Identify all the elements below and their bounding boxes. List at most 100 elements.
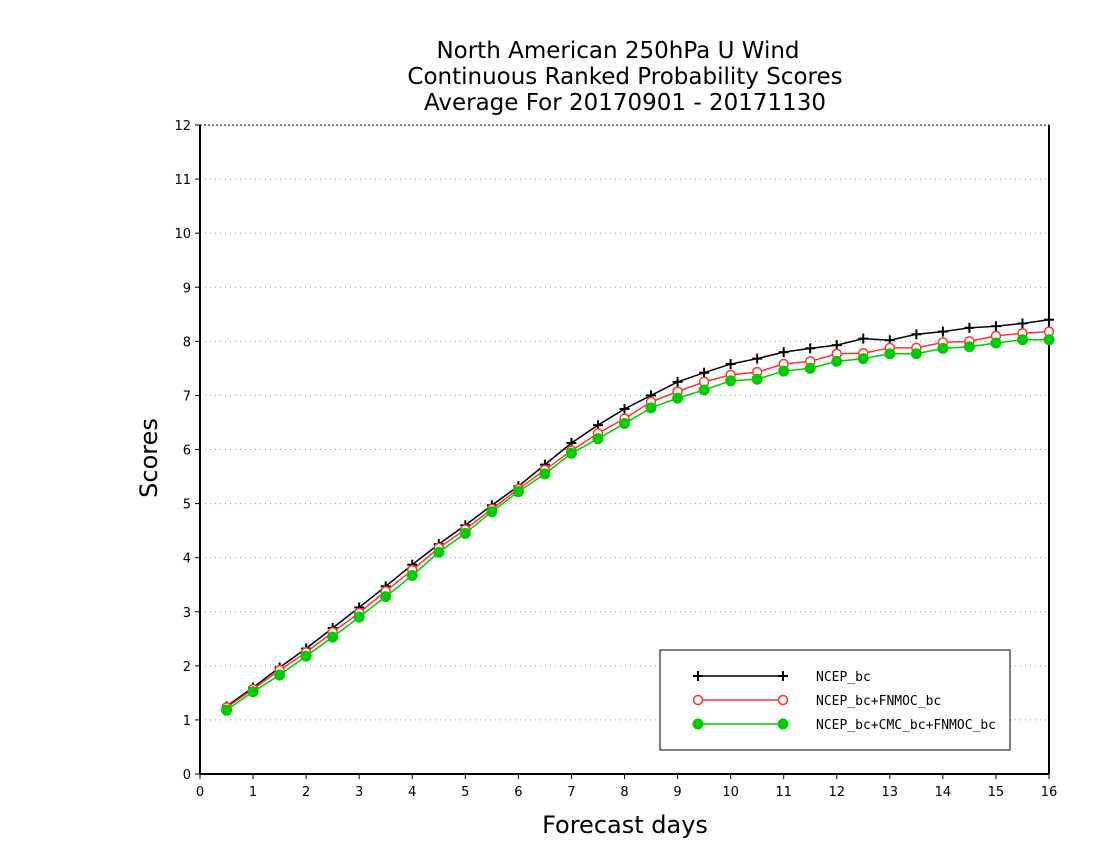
y-tick-label: 10 bbox=[174, 227, 191, 242]
data-point bbox=[592, 433, 604, 445]
x-tick-label: 11 bbox=[775, 785, 792, 800]
data-point bbox=[380, 591, 392, 603]
legend-marker bbox=[692, 694, 704, 706]
data-point bbox=[778, 347, 789, 358]
data-point bbox=[1016, 334, 1028, 346]
x-tick-label: 5 bbox=[461, 785, 469, 800]
data-point bbox=[884, 348, 896, 360]
y-tick-label: 1 bbox=[183, 714, 191, 729]
x-tick-label: 8 bbox=[620, 785, 628, 800]
x-tick-label: 2 bbox=[302, 785, 310, 800]
data-point bbox=[990, 321, 1001, 332]
x-tick-label: 0 bbox=[196, 785, 204, 800]
data-point bbox=[327, 631, 339, 643]
y-tick-label: 2 bbox=[183, 660, 191, 675]
data-point bbox=[300, 650, 312, 662]
data-point bbox=[911, 329, 922, 340]
data-point bbox=[778, 365, 790, 377]
x-tick-label: 1 bbox=[249, 785, 257, 800]
data-point bbox=[964, 322, 975, 333]
data-point bbox=[858, 333, 869, 344]
legend-marker bbox=[693, 671, 703, 681]
legend: NCEP_bc NCEP_bc+FNMOC_bc NCEP_bc+CMC_bc+FN… bbox=[659, 649, 1011, 751]
legend-marker bbox=[778, 671, 788, 681]
series-group bbox=[221, 314, 1055, 716]
y-axis-label: Scores bbox=[135, 418, 163, 498]
x-tick-label: 12 bbox=[828, 785, 845, 800]
y-tick-label: 8 bbox=[183, 335, 191, 350]
data-point bbox=[804, 362, 816, 374]
x-tick-label: 10 bbox=[722, 785, 739, 800]
x-tick-label: 14 bbox=[935, 785, 952, 800]
data-point bbox=[1017, 318, 1028, 329]
y-tick-label: 5 bbox=[183, 498, 191, 513]
data-point bbox=[353, 611, 365, 623]
data-point bbox=[698, 384, 710, 396]
x-tick-label: 4 bbox=[408, 785, 416, 800]
data-point bbox=[751, 373, 763, 385]
data-point bbox=[433, 546, 445, 558]
y-tick-label: 9 bbox=[183, 281, 191, 296]
data-point bbox=[910, 348, 922, 360]
x-tick-label: 3 bbox=[355, 785, 363, 800]
data-point bbox=[221, 704, 233, 716]
data-point bbox=[752, 353, 763, 364]
data-point bbox=[645, 402, 657, 414]
title-line-1: North American 250hPa U Wind bbox=[436, 38, 799, 64]
data-point bbox=[512, 486, 524, 498]
x-tick-label: 16 bbox=[1041, 785, 1058, 800]
legend-label: NCEP_bc+FNMOC_bc bbox=[816, 694, 941, 709]
data-point bbox=[699, 367, 710, 378]
title-line-3: Average For 20170901 - 20171130 bbox=[424, 90, 826, 116]
data-point bbox=[672, 376, 683, 387]
data-point bbox=[990, 337, 1002, 349]
data-point bbox=[963, 341, 975, 353]
data-point bbox=[831, 355, 843, 367]
data-point bbox=[247, 686, 259, 698]
grid-lines bbox=[200, 178, 1049, 721]
x-axis-label: Forecast days bbox=[542, 811, 708, 839]
legend-label: NCEP_bc bbox=[816, 670, 871, 685]
x-tick-label: 6 bbox=[514, 785, 522, 800]
data-point bbox=[937, 326, 948, 337]
data-point bbox=[486, 506, 498, 518]
x-tick-label: 13 bbox=[882, 785, 899, 800]
data-point bbox=[672, 392, 684, 404]
data-point bbox=[406, 570, 418, 582]
data-point bbox=[274, 669, 286, 681]
data-point bbox=[831, 340, 842, 351]
y-tick-label: 0 bbox=[183, 768, 191, 783]
data-point bbox=[565, 447, 577, 459]
y-tick-label: 3 bbox=[183, 606, 191, 621]
y-tick-label: 4 bbox=[183, 552, 191, 567]
data-point bbox=[1044, 314, 1054, 325]
y-tick-label: 12 bbox=[174, 119, 191, 134]
y-tick-label: 11 bbox=[174, 173, 191, 188]
data-point bbox=[805, 343, 816, 354]
legend-marker bbox=[777, 718, 789, 730]
x-tick-label: 9 bbox=[673, 785, 681, 800]
legend-entry: NCEP_bc bbox=[693, 670, 871, 685]
data-point bbox=[619, 418, 630, 430]
y-tick-label: 7 bbox=[183, 389, 191, 404]
legend-marker bbox=[777, 694, 789, 706]
legend-marker bbox=[692, 718, 704, 730]
data-point bbox=[619, 403, 630, 414]
y-tick-label: 6 bbox=[183, 444, 191, 459]
series-3 bbox=[221, 334, 1055, 716]
data-point bbox=[539, 468, 551, 480]
data-point bbox=[725, 375, 737, 387]
data-point bbox=[937, 342, 949, 354]
legend-entry: NCEP_bc+CMC_bc+FNMOC_bc bbox=[692, 718, 996, 733]
data-point bbox=[1043, 334, 1055, 346]
data-point bbox=[857, 353, 869, 365]
x-tick-label: 15 bbox=[988, 785, 1005, 800]
chart-title: North American 250hPa U Wind Continuous … bbox=[407, 38, 842, 116]
title-line-2: Continuous Ranked Probability Scores bbox=[407, 64, 842, 90]
x-tick-label: 7 bbox=[567, 785, 575, 800]
legend-label: NCEP_bc+CMC_bc+FNMOC_bc bbox=[816, 718, 996, 733]
series-line bbox=[226, 318, 1050, 708]
legend-entry: NCEP_bc+FNMOC_bc bbox=[692, 694, 941, 709]
